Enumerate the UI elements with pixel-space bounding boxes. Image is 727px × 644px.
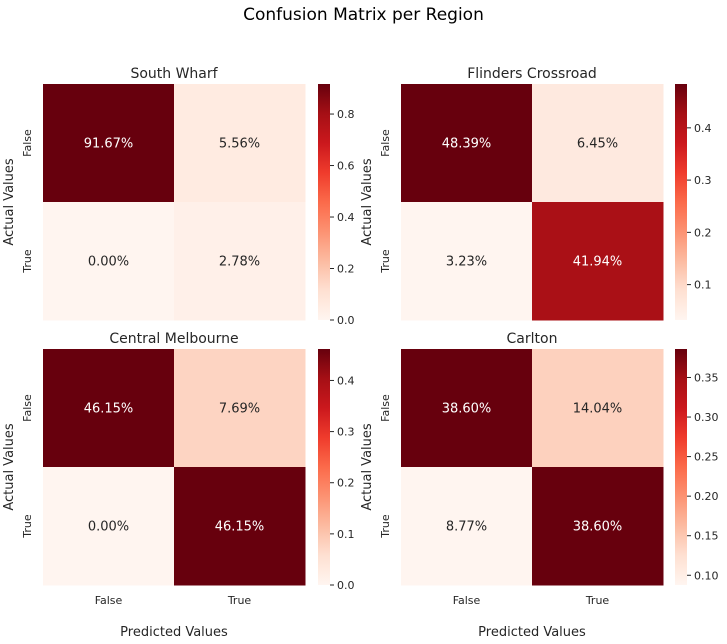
heatmap-cell (532, 202, 664, 321)
heatmap-cell (43, 467, 175, 586)
colorbar-tick-label: 0.8 (337, 108, 355, 121)
x-tick-label: True (585, 594, 610, 607)
cell-annotation: 46.15% (215, 520, 265, 535)
cell-annotation: 5.56% (219, 137, 260, 152)
y-tick-label: False (379, 129, 392, 157)
heatmap-panel: South Wharf 91.67% 5.56% 0.00% 2.78% False Tru… (2, 66, 355, 327)
colorbar-tick-label: 0.4 (337, 211, 355, 224)
cell-annotation: 8.77% (446, 520, 487, 535)
heatmap-cell (43, 84, 175, 203)
cell-annotation: 7.69% (219, 402, 260, 417)
colorbar-tick-label: 0.4 (337, 374, 355, 387)
colorbar-tick-label: 0.25 (694, 451, 719, 464)
figure-title: Confusion Matrix per Region (243, 5, 484, 25)
colorbar-tick-label: 0.35 (694, 371, 719, 384)
y-axis-label: Actual Values (2, 158, 17, 246)
cell-annotation: 91.67% (84, 137, 134, 152)
heatmap-cell (174, 84, 306, 203)
heatmap-panel: Flinders Crossroad 48.39% 6.45% 3.23% 41.94%… (360, 66, 712, 321)
cell-annotation: 2.78% (219, 255, 260, 270)
cell-annotation: 48.39% (442, 137, 492, 152)
heatmap-cell (401, 467, 533, 586)
cell-annotation: 14.04% (573, 402, 623, 417)
y-axis-label: Actual Values (2, 423, 17, 511)
colorbar-tick-label: 0.3 (337, 426, 355, 439)
cell-annotation: 6.45% (577, 137, 618, 152)
x-axis-label: Predicted Values (478, 625, 586, 640)
cell-annotation: 46.15% (84, 402, 134, 417)
panel-title: South Wharf (130, 66, 218, 82)
y-tick-label: False (21, 394, 34, 422)
colorbar-tick-label: 0.4 (694, 122, 712, 135)
y-tick-label: False (379, 394, 392, 422)
heatmap-cell (174, 467, 306, 586)
colorbar-tick-label: 0.10 (694, 569, 719, 582)
x-tick-label: False (95, 594, 123, 607)
heatmap-panel: Central Melbourne 46.15% 7.69% 0.00% 46.15% F… (2, 331, 355, 640)
heatmap-cell (401, 202, 533, 321)
y-axis-label: Actual Values (360, 158, 375, 246)
colorbar (675, 84, 687, 320)
heatmap-cell (43, 202, 175, 321)
colorbar-tick-label: 0.2 (694, 226, 712, 239)
heatmap-cell (43, 349, 175, 468)
cell-annotation: 0.00% (88, 255, 129, 270)
colorbar-tick-label: 0.20 (694, 490, 719, 503)
cell-annotation: 3.23% (446, 255, 487, 270)
cell-annotation: 41.94% (573, 255, 623, 270)
colorbar (675, 349, 687, 585)
y-tick-label: False (21, 129, 34, 157)
panel-title: Flinders Crossroad (467, 66, 597, 82)
colorbar-tick-label: 0.3 (694, 174, 712, 187)
x-axis-label: Predicted Values (120, 625, 228, 640)
colorbar-tick-label: 0.2 (337, 263, 355, 276)
heatmap-cell (174, 202, 306, 321)
heatmap-cell (401, 349, 533, 468)
y-tick-label: True (379, 514, 392, 539)
heatmap-cell (401, 84, 533, 203)
heatmap-cell (174, 349, 306, 468)
x-tick-label: True (227, 594, 252, 607)
colorbar-tick-label: 0.1 (337, 528, 355, 541)
heatmap-cell (532, 84, 664, 203)
colorbar-tick-label: 0.0 (337, 579, 355, 592)
colorbar (318, 349, 330, 585)
panel-title: Central Melbourne (109, 331, 238, 347)
x-tick-label: False (453, 594, 481, 607)
colorbar (318, 84, 330, 320)
cell-annotation: 0.00% (88, 520, 129, 535)
colorbar-tick-label: 0.30 (694, 411, 719, 424)
colorbar-tick-label: 0.6 (337, 160, 355, 173)
heatmap-cell (532, 349, 664, 468)
colorbar-tick-label: 0.2 (337, 477, 355, 490)
heatmap-panel: Carlton 38.60% 14.04% 8.77% 38.60% False True A… (360, 331, 719, 640)
colorbar-tick-label: 0.0 (337, 314, 355, 327)
cell-annotation: 38.60% (573, 520, 623, 535)
y-tick-label: True (379, 249, 392, 274)
cell-annotation: 38.60% (442, 402, 492, 417)
panel-title: Carlton (507, 331, 558, 347)
y-tick-label: True (21, 249, 34, 274)
heatmap-cell (532, 467, 664, 586)
y-tick-label: True (21, 514, 34, 539)
y-axis-label: Actual Values (360, 423, 375, 511)
colorbar-tick-label: 0.15 (694, 530, 719, 543)
colorbar-tick-label: 0.1 (694, 279, 712, 292)
